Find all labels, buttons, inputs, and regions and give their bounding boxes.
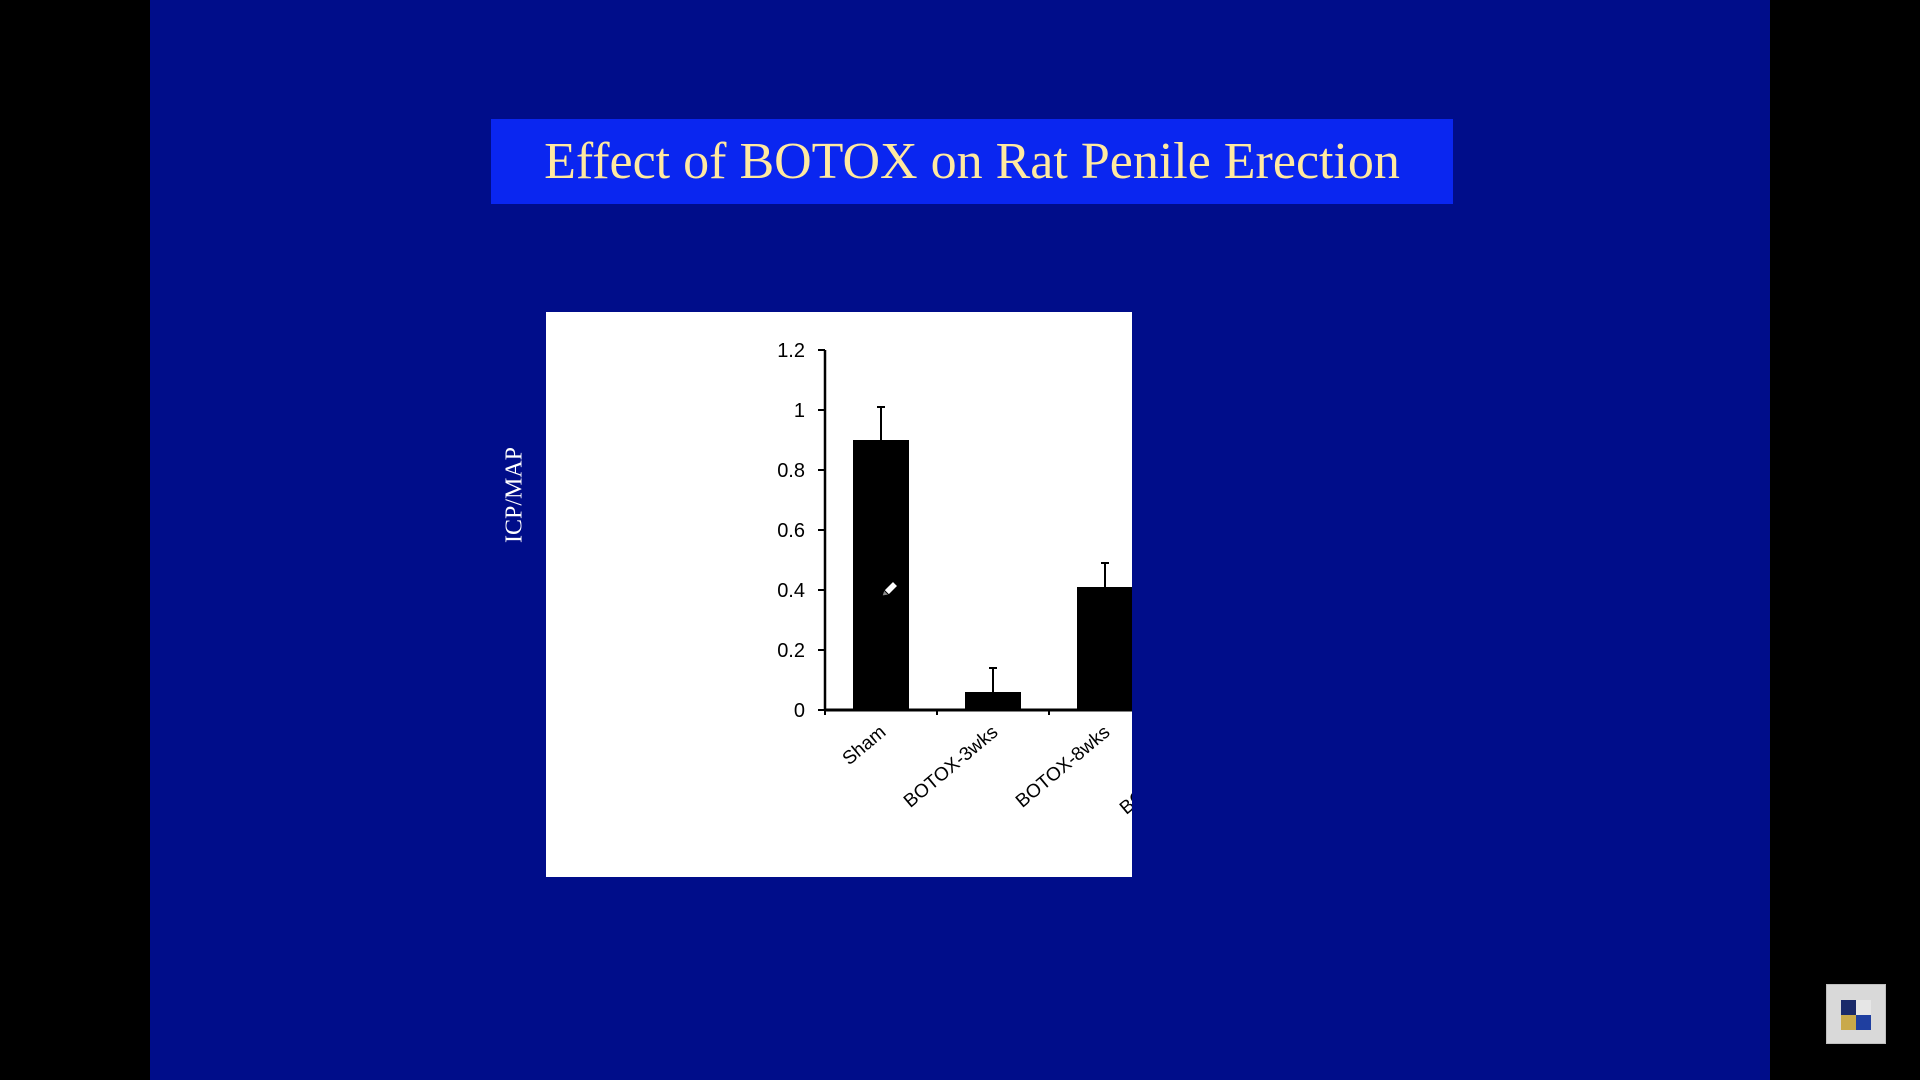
- presentation-thumbnail-icon[interactable]: [1826, 984, 1886, 1044]
- title-box: Effect of BOTOX on Rat Penile Erection: [491, 119, 1453, 204]
- y-tick-label: 1: [794, 400, 805, 422]
- x-category-label: BOTOX-3wks: [900, 722, 1002, 813]
- bar: [965, 692, 1021, 710]
- y-tick-label: 0: [794, 700, 805, 722]
- chart-panel: 0 0.2 0.4 0.6 0.8 1 1.2 Sham BOTOX-3wks BOTOX-8wk…: [546, 312, 1132, 877]
- pen-cursor-icon: [878, 579, 900, 601]
- y-axis-label: ICP/MAP: [501, 446, 528, 544]
- y-tick-label: 0.2: [777, 640, 805, 662]
- bar: [1077, 587, 1132, 710]
- slide-title: Effect of BOTOX on Rat Penile Erection: [544, 133, 1400, 190]
- bar-chart: 0 0.2 0.4 0.6 0.8 1 1.2 Sham BOTOX-3wks BOTOX-8wk…: [777, 340, 1132, 819]
- y-tick-label: 0.8: [777, 460, 805, 482]
- y-tick-label: 0.4: [777, 580, 805, 602]
- y-tick-label: 0.6: [777, 520, 805, 542]
- bar: [853, 440, 909, 710]
- y-tick-label: 1.2: [777, 340, 805, 362]
- x-category-label: Sham: [839, 722, 891, 770]
- x-category-label: BOTOX-8wks: [1012, 722, 1114, 813]
- x-category-label: BOTOX-12wks: [1116, 722, 1132, 819]
